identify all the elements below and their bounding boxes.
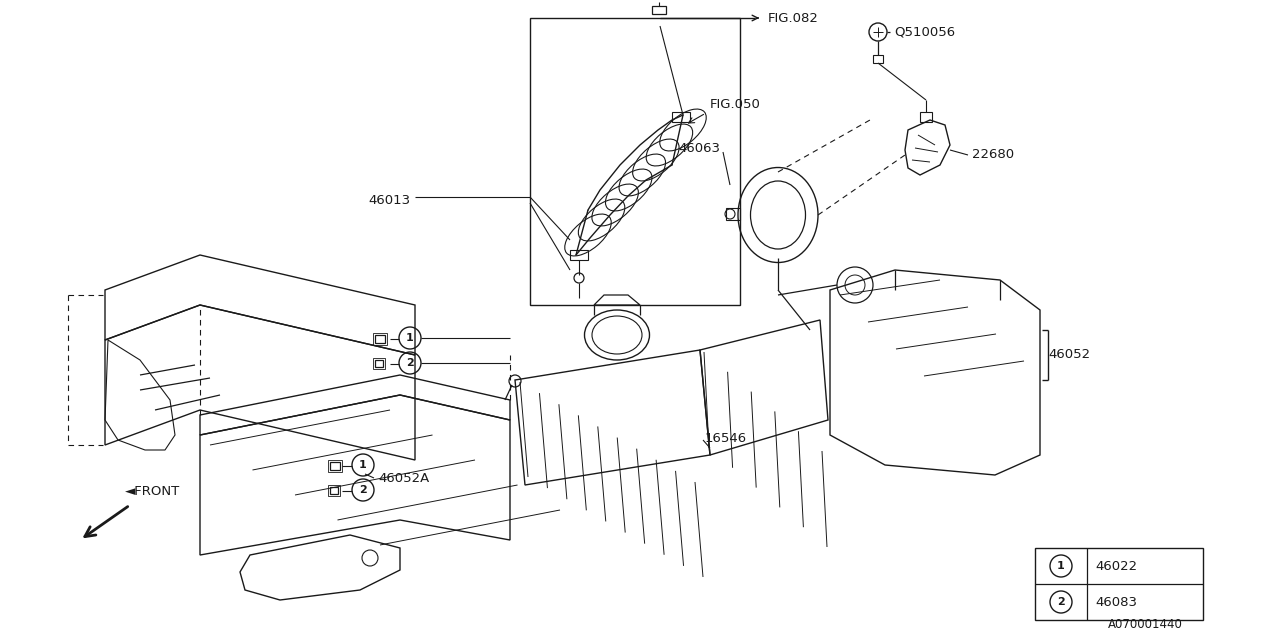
Text: 2: 2 (360, 485, 367, 495)
Bar (920, 112, 932, 122)
Bar (672, 112, 690, 122)
Text: 46052: 46052 (1048, 349, 1091, 362)
Text: 2: 2 (406, 358, 413, 368)
Text: 2: 2 (1057, 597, 1065, 607)
Bar (726, 208, 740, 220)
Bar (330, 462, 340, 470)
Bar (375, 360, 383, 367)
Bar (372, 333, 387, 345)
Bar (328, 485, 340, 496)
Bar (328, 460, 342, 472)
Text: 46083: 46083 (1094, 595, 1137, 609)
Text: 16546: 16546 (705, 431, 748, 445)
Text: 46013: 46013 (369, 193, 410, 207)
Bar (1036, 548, 1203, 620)
Bar (570, 250, 588, 260)
Bar (530, 18, 740, 305)
Text: 46063: 46063 (678, 141, 719, 154)
Text: 1: 1 (406, 333, 413, 343)
Text: FIG.050: FIG.050 (710, 99, 760, 111)
Text: 22680: 22680 (972, 148, 1014, 161)
Text: FIG.082: FIG.082 (768, 12, 819, 24)
Bar (372, 358, 385, 369)
Text: A070001440: A070001440 (1107, 618, 1183, 632)
Text: Q510056: Q510056 (893, 26, 955, 38)
Bar (652, 6, 666, 14)
Text: ◄FRONT: ◄FRONT (125, 485, 180, 498)
Text: 1: 1 (360, 460, 367, 470)
Text: 1: 1 (1057, 561, 1065, 571)
Text: 46022: 46022 (1094, 559, 1137, 573)
Bar (375, 335, 385, 343)
Bar (330, 487, 338, 494)
Bar (873, 55, 883, 63)
Text: 46052A: 46052A (378, 472, 429, 484)
